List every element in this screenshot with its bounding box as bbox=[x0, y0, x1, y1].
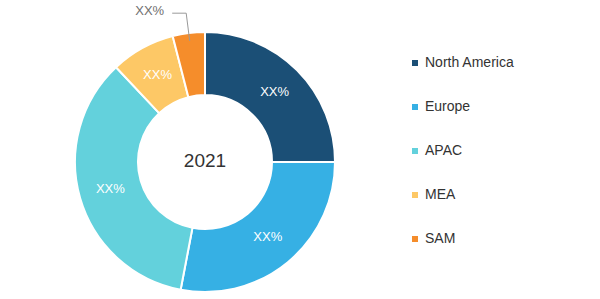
legend-label: Europe bbox=[425, 98, 470, 114]
data-label: XX% bbox=[260, 84, 289, 99]
slice bbox=[173, 32, 205, 97]
slice bbox=[181, 162, 335, 292]
center-title: 2021 bbox=[184, 150, 226, 171]
legend-label: SAM bbox=[425, 230, 455, 246]
data-label: XX% bbox=[143, 67, 172, 82]
legend-label: APAC bbox=[425, 142, 462, 158]
data-label: XX% bbox=[96, 181, 125, 196]
leader-line bbox=[172, 13, 190, 41]
data-labels: XX% XX% XX% XX% XX% bbox=[96, 3, 290, 245]
legend-swatch bbox=[412, 104, 418, 110]
data-label: XX% bbox=[253, 229, 282, 244]
chart: XX% XX% XX% XX% XX% 2021 North America Europe AP… bbox=[0, 0, 600, 299]
data-label: XX% bbox=[135, 3, 164, 18]
legend: North America Europe APAC MEA SAM bbox=[412, 54, 514, 246]
legend-swatch bbox=[412, 60, 418, 66]
legend-swatch bbox=[412, 192, 418, 198]
legend-swatch bbox=[412, 148, 418, 154]
slice bbox=[205, 32, 335, 162]
slices bbox=[75, 32, 335, 292]
legend-label: MEA bbox=[425, 186, 456, 202]
legend-label: North America bbox=[425, 54, 514, 70]
legend-swatch bbox=[412, 236, 418, 242]
